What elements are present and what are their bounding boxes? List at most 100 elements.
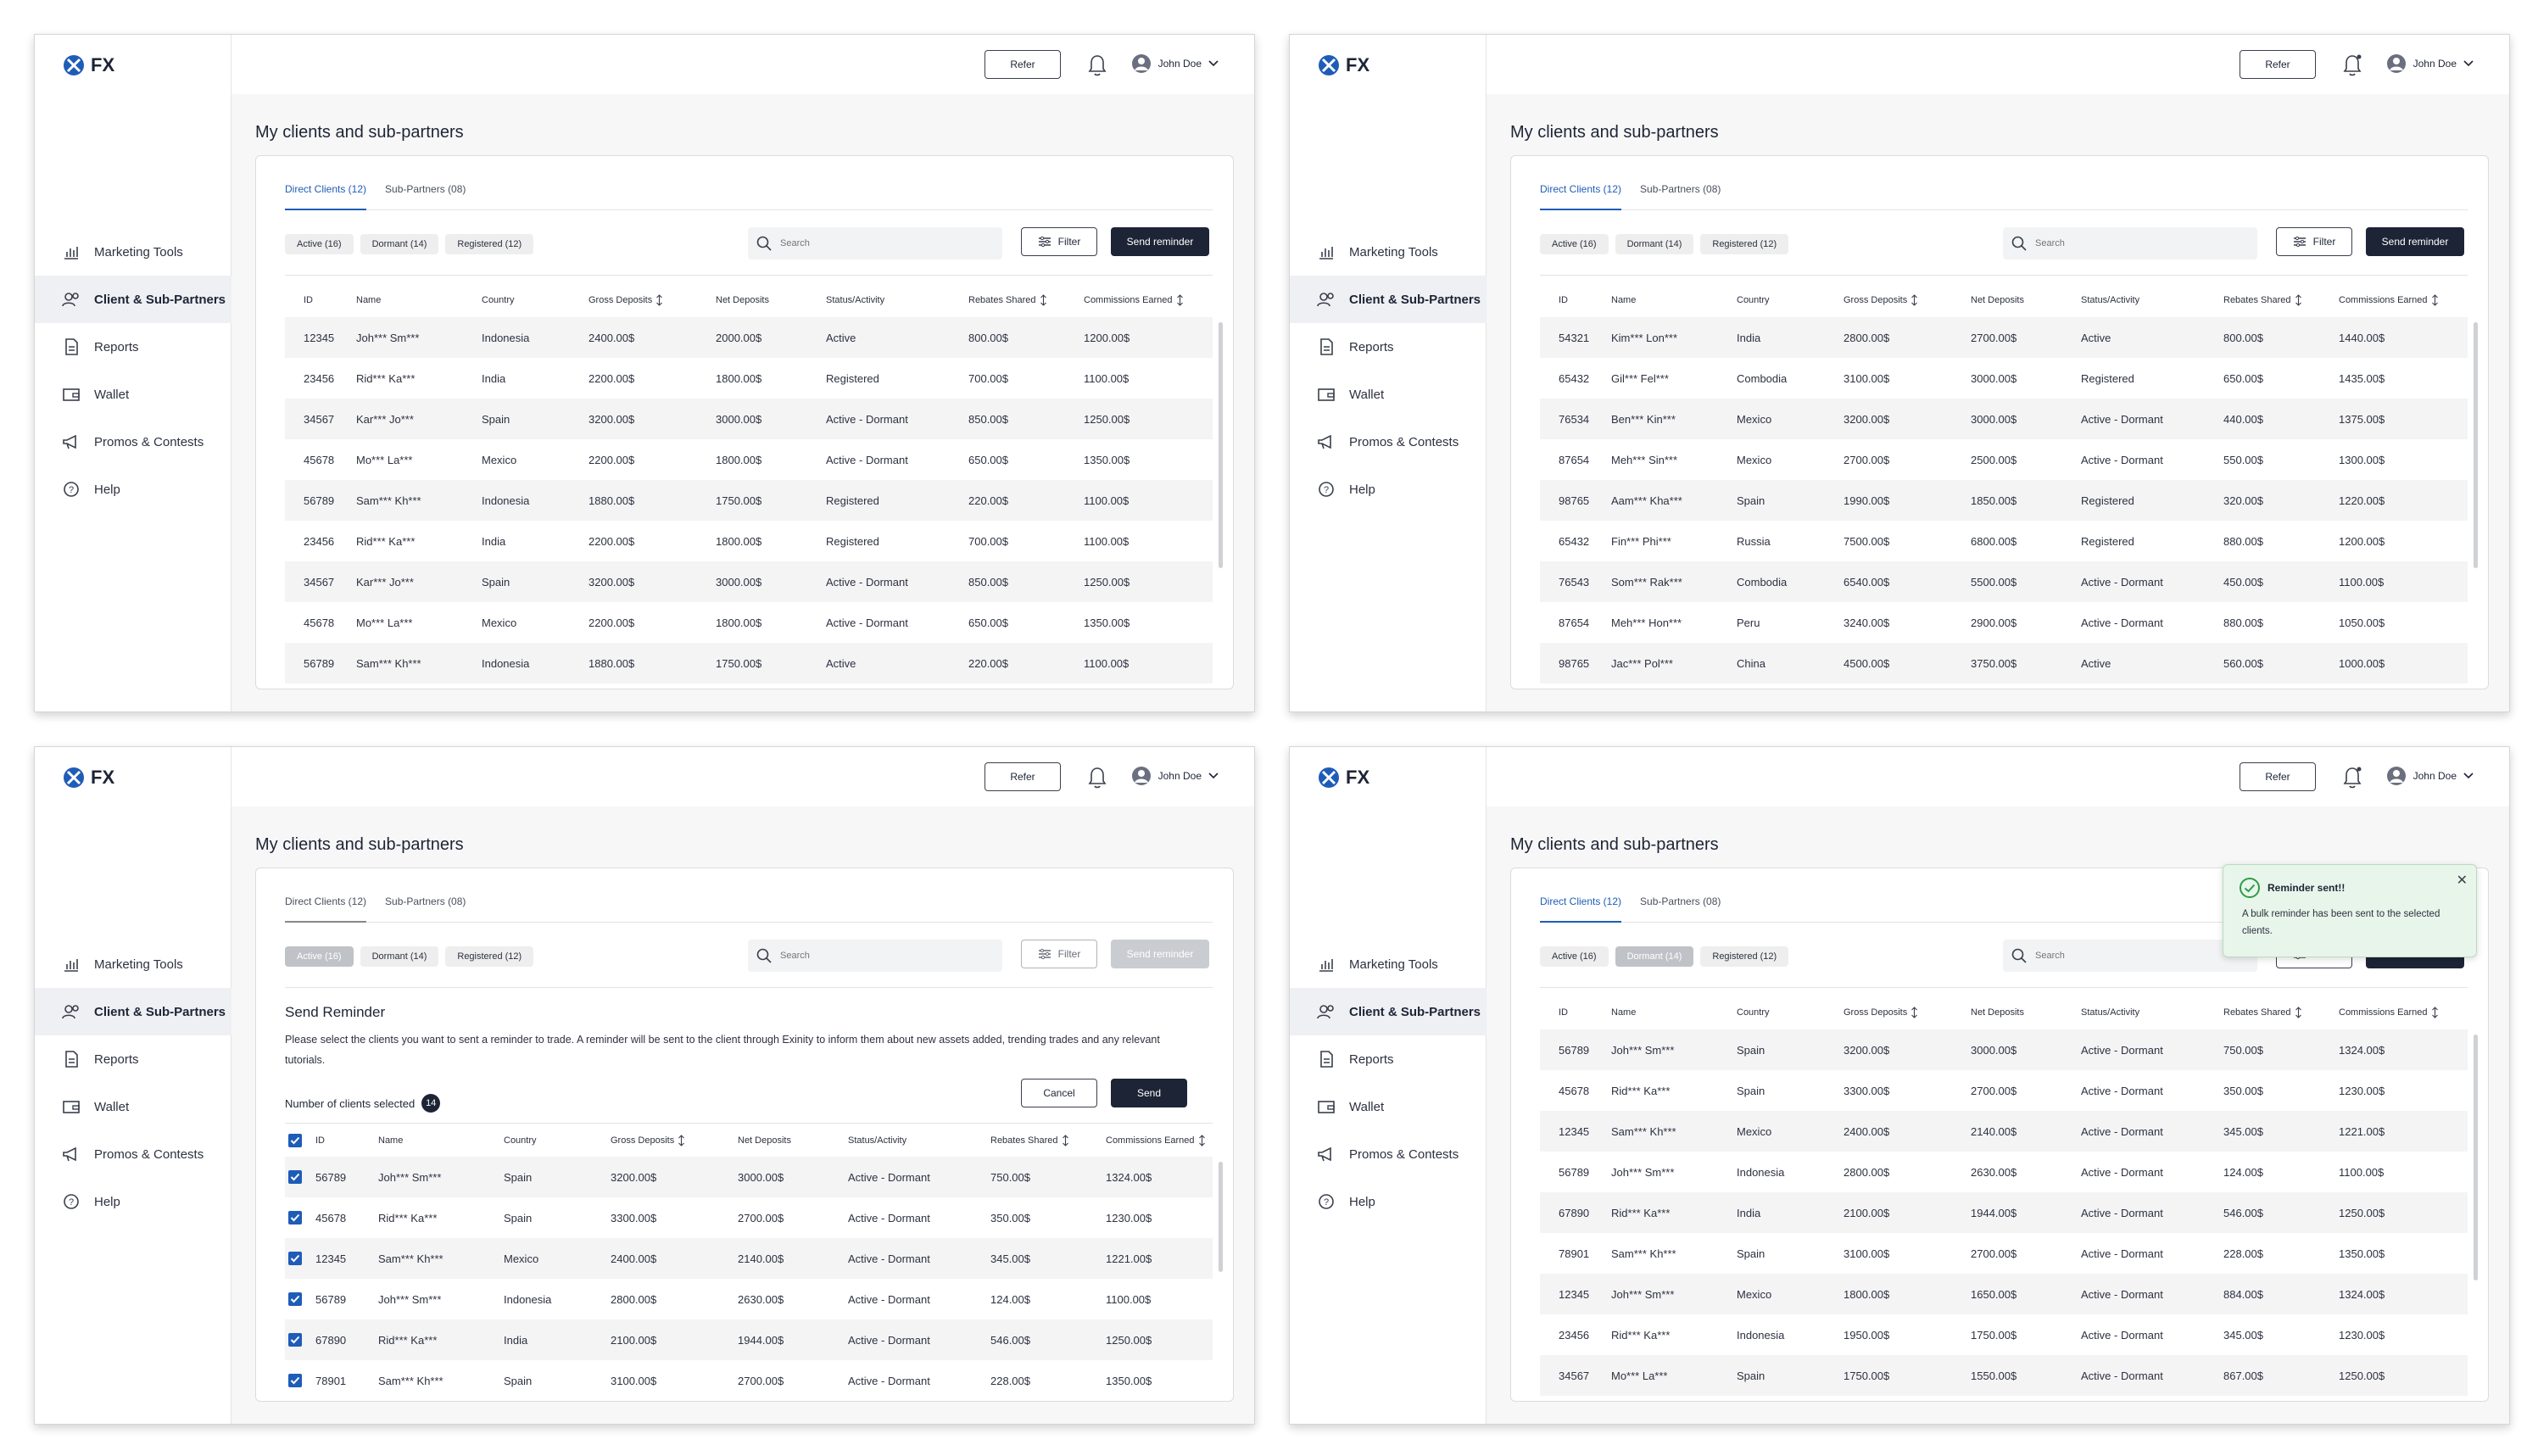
user-menu[interactable]: John Doe <box>1131 53 1219 74</box>
chip-dormant[interactable]: Dormant (14) <box>1615 946 1694 967</box>
table-row[interactable]: 87654 Meh*** Hon*** Peru 3240.00$ 2900.00$ Ac… <box>1540 602 2468 643</box>
column-header[interactable]: Gross Deposits <box>1844 1007 1971 1018</box>
table-row[interactable]: 76543 Som*** Rak*** Combodia 6540.00$ 5500.0… <box>1540 561 2468 602</box>
table-row[interactable]: 12345 Joh*** Sm*** Mexico 1800.00$ 1650.00$ A… <box>1540 1274 2468 1314</box>
sidebar-item-reports[interactable]: Reports <box>35 1035 231 1083</box>
table-row[interactable]: 65432 Fin*** Phi*** Russia 7500.00$ 6800.00$… <box>1540 521 2468 561</box>
sidebar-item-client-sub-partners[interactable]: Client & Sub-Partners <box>1290 988 1487 1035</box>
tab-direct-clients[interactable]: Direct Clients (12) <box>285 176 367 210</box>
sort-icon[interactable] <box>1062 1134 1069 1146</box>
logo[interactable]: FX <box>62 53 114 77</box>
chip-registered[interactable]: Registered (12) <box>1700 234 1789 254</box>
refer-button[interactable]: Refer <box>985 50 1061 79</box>
sort-icon[interactable] <box>655 294 663 306</box>
sidebar-item-reports[interactable]: Reports <box>1290 323 1487 371</box>
sidebar-item-help[interactable]: ? Help <box>1290 466 1487 513</box>
sidebar-item-marketing-tools[interactable]: Marketing Tools <box>35 228 231 276</box>
sort-icon[interactable] <box>1910 294 1918 306</box>
sidebar-item-promos-contests[interactable]: Promos & Contests <box>1290 1130 1487 1178</box>
tab-direct-clients[interactable]: Direct Clients (12) <box>1540 176 1622 210</box>
sort-icon[interactable] <box>1040 294 1047 306</box>
scrollbar[interactable] <box>2474 322 2478 568</box>
table-row[interactable]: 12345 Joh*** Sm*** Indonesia 2400.00$ 2000.0… <box>285 317 1213 358</box>
column-header[interactable]: Gross Deposits <box>611 1134 738 1146</box>
search-input[interactable] <box>780 238 984 248</box>
column-header[interactable]: Rebates Shared <box>2223 294 2339 306</box>
chip-dormant[interactable]: Dormant (14) <box>360 946 439 967</box>
bell-icon[interactable] <box>1086 764 1108 789</box>
column-header[interactable]: Rebates Shared <box>990 1134 1106 1146</box>
chip-dormant[interactable]: Dormant (14) <box>1615 234 1694 254</box>
column-header[interactable]: Commissions Earned <box>1106 1134 1208 1146</box>
user-menu[interactable]: John Doe <box>2386 766 2474 786</box>
table-row[interactable]: 98765 Jac*** Pol*** China 4500.00$ 3750.00$ A… <box>1540 643 2468 683</box>
checkbox[interactable] <box>288 1211 302 1224</box>
tab-sub-partners[interactable]: Sub-Partners (08) <box>385 895 466 907</box>
checkbox[interactable] <box>288 1374 302 1387</box>
filter-button[interactable]: Filter <box>1021 940 1097 968</box>
column-header[interactable]: Gross Deposits <box>588 294 716 306</box>
scrollbar[interactable] <box>1219 1162 1223 1272</box>
search-input[interactable] <box>780 951 984 961</box>
refer-button[interactable]: Refer <box>985 762 1061 791</box>
sort-icon[interactable] <box>1198 1134 1206 1146</box>
column-header[interactable]: Commissions Earned <box>2339 294 2440 306</box>
table-row[interactable]: 56789 Sam*** Kh*** Indonesia 1880.00$ 1750.0… <box>285 643 1213 683</box>
table-row[interactable]: 45678 Mo*** La*** Mexico 2200.00$ 1800.00$ Ac… <box>285 602 1213 643</box>
checkbox[interactable] <box>288 1170 302 1184</box>
column-header[interactable]: Rebates Shared <box>968 294 1084 306</box>
sort-icon[interactable] <box>2431 1007 2439 1018</box>
column-header[interactable]: Commissions Earned <box>2339 1007 2440 1018</box>
table-row[interactable]: 23456 Rid*** Ka*** India 2200.00$ 1800.00$ Re… <box>285 521 1213 561</box>
sort-icon[interactable] <box>1910 1007 1918 1018</box>
search-input[interactable] <box>2035 238 2239 248</box>
chip-dormant[interactable]: Dormant (14) <box>360 234 439 254</box>
send-reminder-button[interactable]: Send reminder <box>2366 227 2464 256</box>
sidebar-item-client-sub-partners[interactable]: Client & Sub-Partners <box>1290 276 1487 323</box>
table-row[interactable]: 67890 Rid*** Ka*** India 2100.00$ 1944.00$ Ac… <box>1540 1192 2468 1233</box>
tab-direct-clients[interactable]: Direct Clients (12) <box>285 889 367 923</box>
table-row[interactable]: 45678 Rid*** Ka*** Spain 3300.00$ 2700.00$ Ac… <box>285 1197 1213 1238</box>
refer-button[interactable]: Refer <box>2240 50 2316 79</box>
table-row[interactable]: 56789 Joh*** Sm*** Spain 3200.00$ 3000.00$ Ac… <box>1540 1029 2468 1070</box>
checkbox[interactable] <box>288 1133 302 1147</box>
sort-icon[interactable] <box>2295 1007 2302 1018</box>
table-row[interactable]: 12345 Sam*** Kh*** Mexico 2400.00$ 2140.00$ A… <box>285 1238 1213 1279</box>
sidebar-item-promos-contests[interactable]: Promos & Contests <box>35 418 231 466</box>
column-header[interactable]: Rebates Shared <box>2223 1007 2339 1018</box>
sort-icon[interactable] <box>2295 294 2302 306</box>
table-row[interactable]: 34567 Kar*** Jo*** Spain 3200.00$ 3000.00$ Ac… <box>285 561 1213 602</box>
filter-button[interactable]: Filter <box>1021 227 1097 256</box>
column-header[interactable]: Commissions Earned <box>1084 294 1185 306</box>
chip-active[interactable]: Active (16) <box>1540 234 1609 254</box>
logo[interactable]: FX <box>1317 53 1369 77</box>
bell-notification-icon[interactable] <box>2341 764 2363 789</box>
send-reminder-button[interactable]: Send reminder <box>1111 227 1209 256</box>
table-row[interactable]: 34567 Mo*** La*** Spain 1750.00$ 1550.00$ Act… <box>1540 1355 2468 1396</box>
tab-sub-partners[interactable]: Sub-Partners (08) <box>1640 183 1721 195</box>
checkbox[interactable] <box>288 1333 302 1347</box>
chip-active[interactable]: Active (16) <box>1540 946 1609 967</box>
filter-button[interactable]: Filter <box>2276 227 2352 256</box>
sidebar-item-wallet[interactable]: Wallet <box>1290 1083 1487 1130</box>
sidebar-item-wallet[interactable]: Wallet <box>1290 371 1487 418</box>
logo[interactable]: FX <box>1317 766 1369 789</box>
cancel-button[interactable]: Cancel <box>1021 1079 1097 1107</box>
table-row[interactable]: 12345 Sam*** Kh*** Mexico 2400.00$ 2140.00$ A… <box>1540 1111 2468 1152</box>
sidebar-item-marketing-tools[interactable]: Marketing Tools <box>1290 228 1487 276</box>
sidebar-item-reports[interactable]: Reports <box>35 323 231 371</box>
table-row[interactable]: 56789 Joh*** Sm*** Indonesia 2800.00$ 2630.0… <box>1540 1152 2468 1192</box>
chip-registered[interactable]: Registered (12) <box>1700 946 1789 967</box>
send-reminder-button[interactable]: Send reminder <box>1111 940 1209 968</box>
table-row[interactable]: 98765 Aam*** Kha*** Spain 1990.00$ 1850.00$ R… <box>1540 480 2468 521</box>
scrollbar[interactable] <box>2474 1035 2478 1280</box>
table-row[interactable]: 45678 Mo*** La*** Mexico 2200.00$ 1800.00$ Ac… <box>285 439 1213 480</box>
table-row[interactable]: 23456 Rid*** Ka*** India 2200.00$ 1800.00$ Re… <box>285 358 1213 399</box>
column-header[interactable]: Gross Deposits <box>1844 294 1971 306</box>
table-row[interactable]: 65432 Gil*** Fel*** Combodia 3100.00$ 3000.0… <box>1540 358 2468 399</box>
bell-notification-icon[interactable] <box>2341 52 2363 77</box>
send-button[interactable]: Send <box>1111 1079 1187 1107</box>
table-row[interactable]: 87654 Meh*** Sin*** Mexico 2700.00$ 2500.00$… <box>1540 439 2468 480</box>
table-row[interactable]: 78901 Sam*** Kh*** Spain 3100.00$ 2700.00$ Ac… <box>285 1360 1213 1401</box>
table-row[interactable]: 78901 Sam*** Kh*** Spain 3100.00$ 2700.00$ Ac… <box>1540 1233 2468 1274</box>
